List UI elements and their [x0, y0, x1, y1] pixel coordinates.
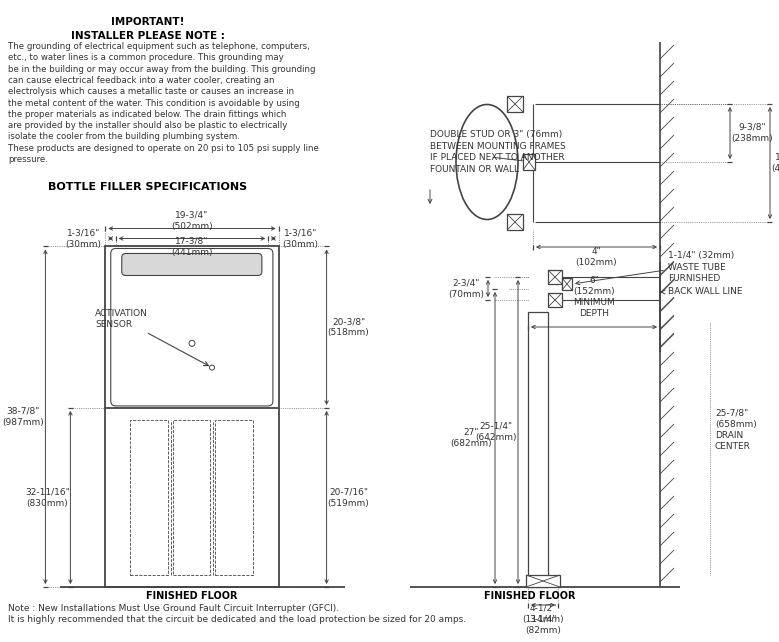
Text: 1-3/16"
(30mm): 1-3/16" (30mm) — [65, 229, 101, 248]
Text: 19-3/4"
(502mm): 19-3/4" (502mm) — [171, 211, 213, 230]
Bar — [523, 154, 535, 170]
Text: FINISHED FLOOR: FINISHED FLOOR — [146, 591, 238, 601]
Text: 4-1/2"
(114mm): 4-1/2" (114mm) — [522, 604, 564, 624]
Bar — [507, 214, 523, 230]
Text: 25-7/8"
(658mm)
DRAIN
CENTER: 25-7/8" (658mm) DRAIN CENTER — [715, 409, 756, 451]
Text: 2-3/4"
(70mm): 2-3/4" (70mm) — [448, 279, 484, 299]
Text: BACK WALL LINE: BACK WALL LINE — [661, 288, 742, 297]
Bar — [548, 293, 562, 307]
Bar — [105, 247, 279, 587]
Text: 1-1/4" (32mm)
WASTE TUBE
FURNISHED: 1-1/4" (32mm) WASTE TUBE FURNISHED — [668, 252, 735, 282]
Text: 3-1/4"
(82mm): 3-1/4" (82mm) — [525, 615, 561, 635]
Text: 4"
(102mm): 4" (102mm) — [575, 247, 617, 267]
Text: ACTIVATION
SENSOR: ACTIVATION SENSOR — [95, 309, 209, 366]
Text: 17-3/8"
(441mm): 17-3/8" (441mm) — [171, 236, 213, 257]
Text: 32-11/16"
(830mm): 32-11/16" (830mm) — [25, 487, 70, 508]
Text: 18-3/4"
(476mm): 18-3/4" (476mm) — [771, 153, 779, 173]
Bar — [507, 96, 523, 112]
Text: 38-7/8"
(987mm): 38-7/8" (987mm) — [2, 406, 44, 427]
Bar — [526, 575, 560, 587]
Text: BOTTLE FILLER SPECIFICATIONS: BOTTLE FILLER SPECIFICATIONS — [48, 182, 248, 192]
Text: 27"
(682mm): 27" (682mm) — [450, 428, 492, 448]
Text: 25-1/4"
(642mm): 25-1/4" (642mm) — [475, 422, 516, 442]
Text: FINISHED FLOOR: FINISHED FLOOR — [485, 591, 576, 601]
Bar — [562, 278, 572, 290]
Text: 6"
(152mm)
MINIMUM
DEPTH: 6" (152mm) MINIMUM DEPTH — [573, 275, 615, 318]
Text: IMPORTANT!
INSTALLER PLEASE NOTE :: IMPORTANT! INSTALLER PLEASE NOTE : — [71, 17, 225, 41]
Text: 9-3/8"
(238mm): 9-3/8" (238mm) — [731, 123, 773, 143]
Ellipse shape — [456, 105, 518, 220]
Bar — [216, 420, 253, 575]
Text: 20-7/16"
(519mm): 20-7/16" (519mm) — [328, 487, 369, 508]
Bar — [173, 420, 210, 575]
Text: Note : New Installations Must Use Ground Fault Circuit Interrupter (GFCI).
It is: Note : New Installations Must Use Ground… — [8, 604, 466, 624]
Bar — [528, 312, 548, 587]
Bar — [548, 270, 562, 284]
Text: The grounding of electrical equipment such as telephone, computers,
etc., to wat: The grounding of electrical equipment su… — [8, 42, 319, 164]
Text: 20-3/8"
(518mm): 20-3/8" (518mm) — [328, 317, 369, 337]
Text: DOUBLE STUD OR 3" (76mm)
BETWEEN MOUNTING FRAMES
IF PLACED NEXT TO ANOTHER
FOUNT: DOUBLE STUD OR 3" (76mm) BETWEEN MOUNTIN… — [430, 130, 566, 174]
Text: 1-3/16"
(30mm): 1-3/16" (30mm) — [283, 229, 319, 248]
Bar — [130, 420, 167, 575]
FancyBboxPatch shape — [122, 254, 262, 275]
